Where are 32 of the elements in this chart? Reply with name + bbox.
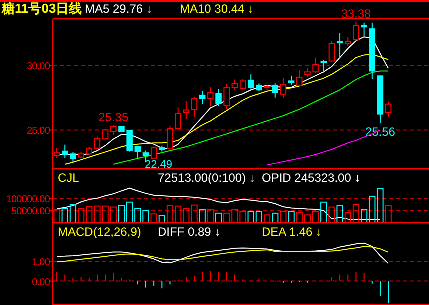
bar [320, 202, 328, 224]
annotation: DEA 1.46 ↓ [262, 225, 322, 239]
text: MA5 29.76 ↓ [85, 2, 152, 16]
bar [158, 215, 166, 224]
y-tick-label: 50000.00 [11, 206, 51, 218]
y-tick-label: 30.00 [26, 62, 51, 73]
y-tick-label: 100000.00 [6, 194, 51, 206]
annotation: DIFF 0.89 ↓ [158, 225, 221, 239]
chart-title: MACD(12,26,9) [58, 225, 142, 239]
chart-title: CJL [58, 171, 80, 185]
y-tick-label: 1.00 [32, 258, 51, 269]
chart-title: 糖11号03日线 [1, 1, 82, 16]
annotation: 25.35 [98, 110, 129, 125]
annotation: 33.38 [341, 6, 372, 21]
y-tick-label: 0.00 [32, 277, 51, 288]
bar [215, 212, 222, 224]
annotation: 22.49 [144, 158, 173, 171]
line-series [56, 246, 390, 263]
annotation: OPID 245323.00 ↓ [262, 171, 361, 185]
text: MA10 30.44 ↓ [180, 2, 254, 16]
bar [272, 212, 279, 224]
candlestick [208, 86, 214, 108]
line-series [56, 188, 381, 221]
line-series [56, 242, 390, 264]
candlestick [183, 100, 190, 120]
bar [288, 211, 295, 224]
y-tick-label: 25.00 [26, 126, 51, 138]
candlestick [336, 32, 344, 60]
candlestick [224, 84, 230, 110]
bar [199, 209, 206, 224]
annotation: 72513.00(0:100) ↓ [158, 171, 256, 185]
bar [336, 205, 344, 224]
